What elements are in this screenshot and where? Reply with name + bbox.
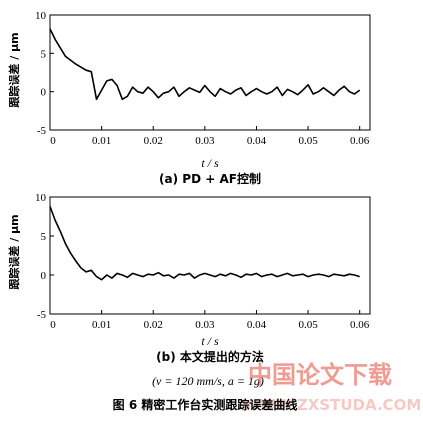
figure-caption: 图 6 精密工作台实测跟踪误差曲线 — [113, 397, 298, 412]
chart-a-xtick-label: 0.06 — [350, 135, 370, 147]
chart-a-ytick-label: -5 — [37, 125, 47, 137]
watermark-en: WWW.ZXSTUDA.COM — [243, 396, 422, 414]
chart-a-ylabel: 跟踪误差 / μm — [7, 32, 21, 107]
chart-a-xtick-label: 0 — [50, 135, 56, 147]
chart-a-xtick-label: 0.01 — [92, 135, 111, 147]
chart-a-ytick-label: 0 — [41, 87, 47, 99]
chart-a-xtick-label: 0.04 — [247, 135, 267, 147]
chart-b-series-line — [49, 206, 360, 281]
conditions-text: (v = 120 mm/s, a = 1g) — [152, 374, 264, 388]
chart-b-ytick-label: 5 — [41, 231, 47, 243]
chart-a-ytick-label: 5 — [41, 48, 47, 60]
chart-b-frame — [49, 196, 371, 315]
chart-b-subtitle: (b) 本文提出的方法 — [156, 349, 264, 364]
chart-b-xtick-label: 0.05 — [298, 319, 318, 331]
chart-b-xtick-label: 0.01 — [92, 319, 111, 331]
chart-a-xtick-label: 0.02 — [144, 135, 163, 147]
chart-a-xtick-label: 0.03 — [195, 135, 215, 147]
chart-a-frame — [49, 14, 371, 131]
chart-a-xtick-label: 0.05 — [298, 135, 318, 147]
chart-b-xtick-label: 0.02 — [144, 319, 163, 331]
chart-a-subtitle: (a) PD + AF控制 — [159, 171, 261, 186]
chart-b-ytick-label: -5 — [37, 309, 47, 321]
chart-a-xlabel: t / s — [201, 156, 219, 170]
chart-b-xtick-label: 0.03 — [195, 319, 215, 331]
watermark-cn: 中国论文下载 — [248, 361, 392, 389]
chart-b-xtick-label: 0.06 — [350, 319, 370, 331]
chart-b-xtick-label: 0 — [50, 319, 56, 331]
chart-a-ytick-label: 10 — [35, 10, 47, 22]
chart-b-ytick-label: 0 — [41, 270, 47, 282]
chart-b-xtick-label: 0.04 — [247, 319, 267, 331]
chart-b-ylabel: 跟踪误差 / μm — [7, 214, 21, 289]
chart-a-series-line — [49, 28, 361, 101]
chart-b-xlabel: t / s — [201, 334, 219, 348]
chart-b-ytick-label: 10 — [35, 192, 47, 204]
